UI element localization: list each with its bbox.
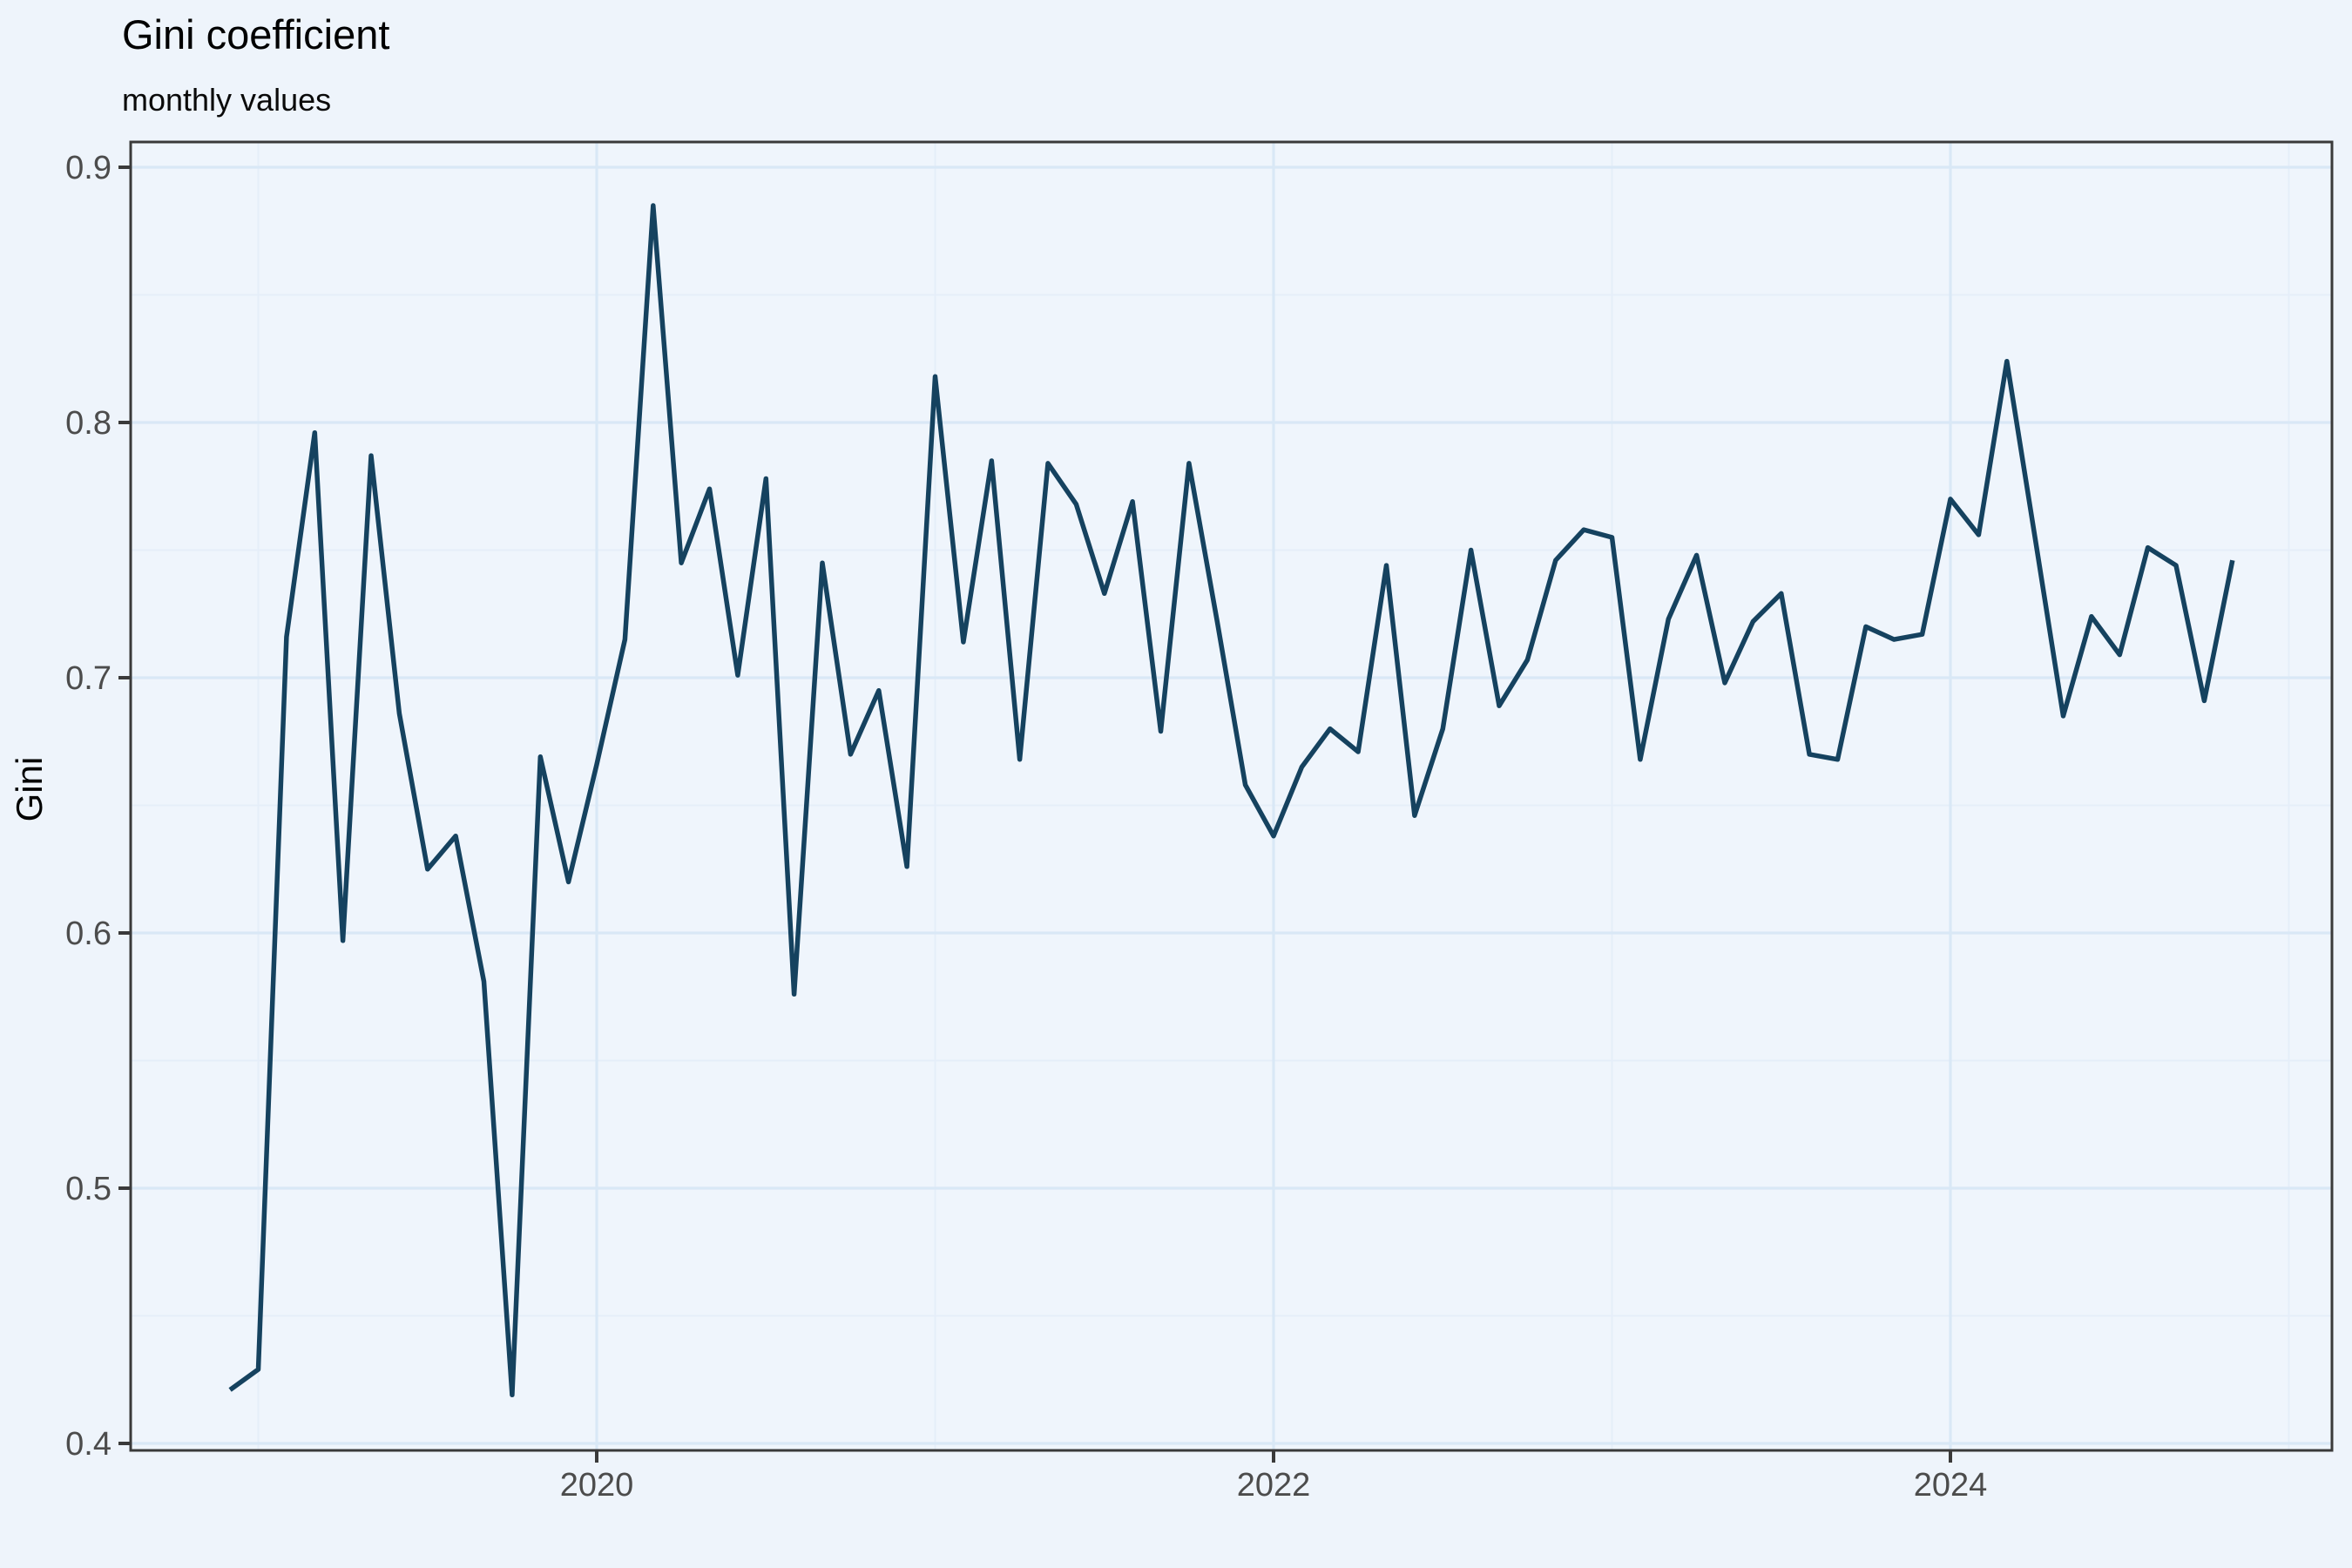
x-tick-label: 2020 — [560, 1467, 634, 1504]
chart-subtitle: monthly values — [122, 82, 332, 118]
y-tick-label: 0.9 — [65, 150, 112, 186]
y-tick-label: 0.6 — [65, 916, 112, 952]
y-tick-label: 0.4 — [65, 1426, 112, 1463]
series-line-gini — [228, 203, 2235, 1398]
axis-tick-labels: 0.4 0.5 0.6 0.7 0.8 0.9 2020 2022 2024 — [65, 150, 1987, 1504]
x-tick-label: 2022 — [1237, 1467, 1311, 1504]
panel-border — [129, 140, 2334, 1452]
panel-background — [131, 142, 2332, 1450]
axis-ticks — [118, 166, 1952, 1463]
y-tick-label: 0.8 — [65, 405, 112, 442]
x-tick-label: 2024 — [1914, 1467, 1988, 1504]
chart-title: Gini coefficient — [122, 11, 390, 57]
gridlines-minor — [131, 142, 2332, 1450]
y-tick-label: 0.5 — [65, 1171, 112, 1207]
y-axis-title: Gini — [9, 756, 50, 822]
y-tick-label: 0.7 — [65, 660, 112, 697]
